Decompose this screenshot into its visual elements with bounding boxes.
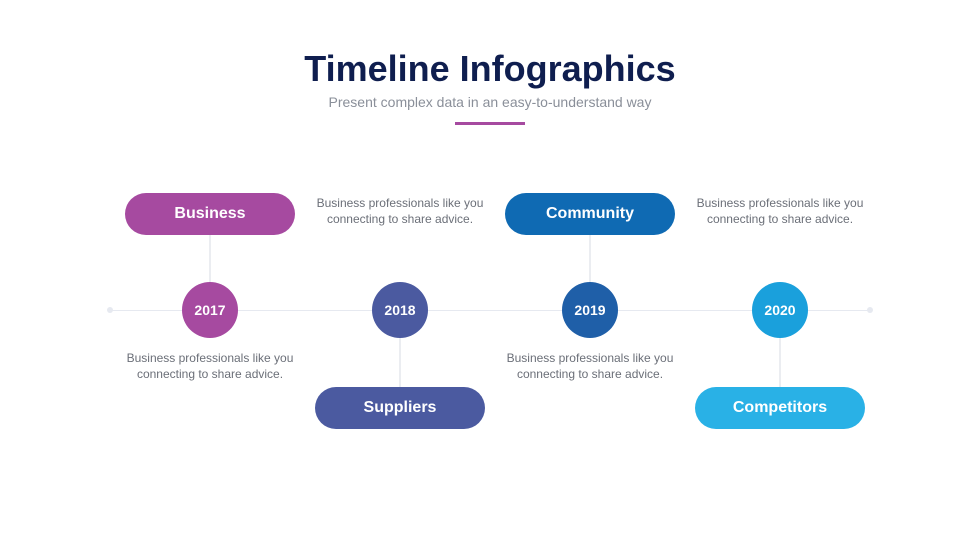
pill-label: Suppliers	[364, 399, 437, 417]
timeline-connector	[780, 338, 781, 387]
timeline-connector	[210, 235, 211, 282]
timeline-infographic: Timeline Infographics Present complex da…	[0, 0, 980, 551]
timeline-pill-suppliers: Suppliers	[315, 387, 485, 429]
timeline-connector	[400, 338, 401, 387]
timeline-description: Business professionals like you connecti…	[125, 350, 295, 382]
page-title: Timeline Infographics	[0, 48, 980, 90]
timeline-description: Business professionals like you connecti…	[505, 350, 675, 382]
timeline-connector	[590, 235, 591, 282]
timeline-node-2019: 2019	[562, 282, 618, 338]
timeline-year-label: 2017	[194, 302, 225, 318]
timeline-description: Business professionals like you connecti…	[695, 195, 865, 227]
pill-label: Community	[546, 205, 634, 223]
pill-label: Business	[174, 205, 245, 223]
timeline-axis-cap-left	[107, 307, 113, 313]
timeline-pill-community: Community	[505, 193, 675, 235]
title-underline	[455, 122, 525, 125]
pill-label: Competitors	[733, 399, 827, 417]
timeline-node-2020: 2020	[752, 282, 808, 338]
timeline-year-label: 2018	[384, 302, 415, 318]
timeline-node-2018: 2018	[372, 282, 428, 338]
timeline-axis-cap-right	[867, 307, 873, 313]
timeline-pill-business: Business	[125, 193, 295, 235]
page-subtitle: Present complex data in an easy-to-under…	[0, 94, 980, 110]
timeline-year-label: 2020	[764, 302, 795, 318]
timeline-pill-competitors: Competitors	[695, 387, 865, 429]
timeline-year-label: 2019	[574, 302, 605, 318]
timeline-node-2017: 2017	[182, 282, 238, 338]
timeline-description: Business professionals like you connecti…	[315, 195, 485, 227]
